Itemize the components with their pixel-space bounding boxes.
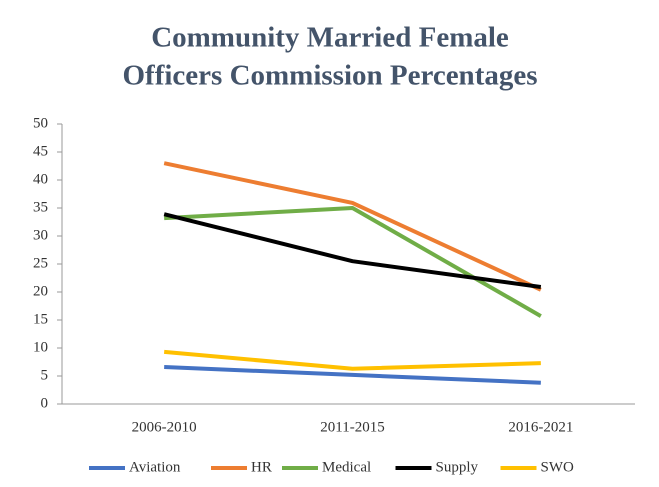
chart-title: Community Married Female [151,22,509,54]
y-tick-label: 10 [33,339,48,355]
legend-label: HR [251,459,272,475]
y-tick-label: 50 [33,115,48,131]
y-tick-label: 15 [33,311,48,327]
data-line [164,365,541,385]
y-tick-label: 30 [33,227,48,243]
y-tick-label: 35 [33,199,48,215]
y-tick-label: 45 [33,143,48,159]
y-tick-label: 0 [41,395,49,411]
x-tick-label: 2011-2015 [320,419,384,435]
y-tick-label: 20 [33,283,48,299]
legend-label: Medical [322,459,371,475]
x-tick-label: 2016-2021 [508,419,573,435]
chart-title: Officers Commission Percentages [122,60,537,92]
data-line [163,349,541,371]
y-tick-label: 40 [33,171,48,187]
y-tick-label: 5 [41,367,49,383]
x-tick-label: 2006-2010 [132,419,197,435]
legend-label: Aviation [129,459,181,475]
data-line [163,161,542,292]
legend-label: Supply [436,459,479,475]
data-line [163,212,542,289]
y-tick-label: 25 [33,255,48,271]
legend-label: SWO [541,459,575,475]
